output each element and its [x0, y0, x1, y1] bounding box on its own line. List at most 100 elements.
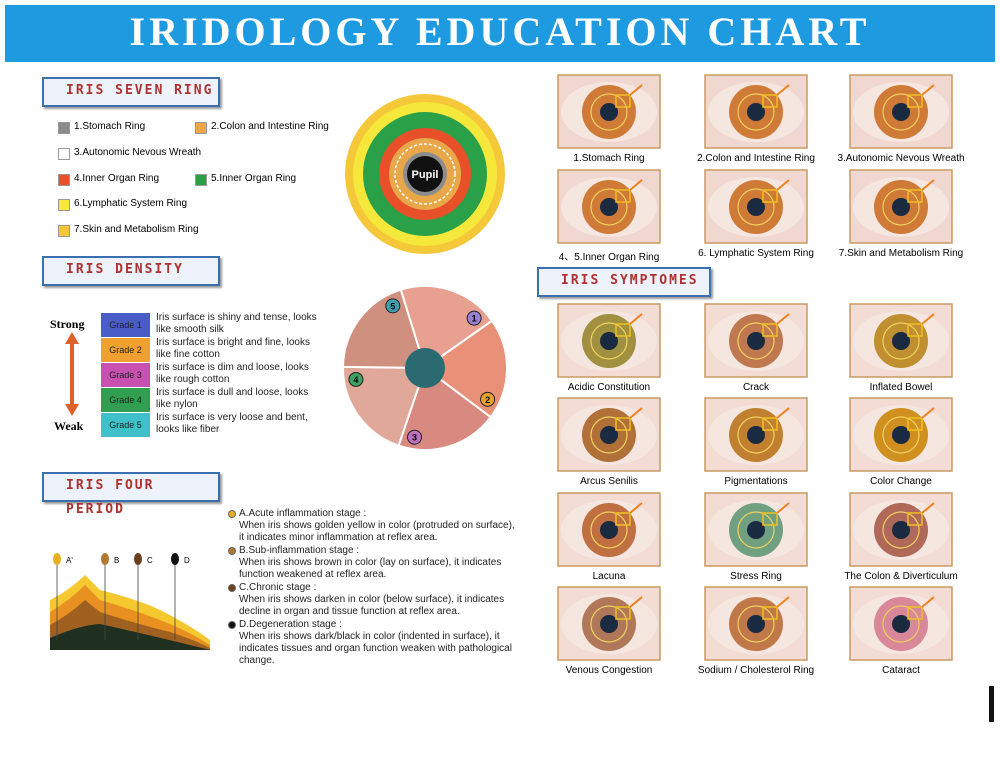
iris-ring: [737, 416, 775, 454]
highlight: [762, 323, 778, 337]
grade-text: Iris surface is bright and fine, looks l…: [156, 337, 310, 360]
highlight: [615, 94, 631, 108]
highlight: [615, 512, 631, 526]
marker-label: B: [114, 556, 119, 565]
symptom-caption: Color Change: [870, 476, 932, 487]
highlight-arrow: [629, 179, 643, 191]
iris-ring: [737, 93, 775, 131]
symptom-caption: Venous Congestion: [565, 665, 653, 676]
legend-swatch: [195, 174, 207, 186]
stage-bullet: [228, 621, 236, 629]
sector-number: 3: [412, 433, 417, 443]
legend-swatch: [195, 122, 207, 134]
grade-text: Iris surface is shiny and tense, looks l…: [156, 312, 317, 335]
pupil: [600, 521, 618, 539]
pupil: [892, 103, 910, 121]
symptom-caption: Acidic Constitution: [567, 382, 651, 393]
pupil: [747, 615, 765, 633]
sector-number: 2: [485, 395, 490, 405]
title: IRIDOLOGY EDUCATION CHART: [129, 9, 871, 54]
legend-swatch: [58, 199, 70, 211]
legend-swatch: [58, 174, 70, 186]
pupil: [600, 332, 618, 350]
ring-caption: 4、5.Inner Organ Ring: [558, 252, 660, 263]
layer: [50, 624, 210, 650]
stage-title: D.Degeneration stage :: [239, 619, 342, 630]
highlight-arrow: [776, 407, 790, 419]
highlight-arrow: [629, 502, 643, 514]
symptom-caption: Cataract: [882, 665, 920, 676]
sector-number: 4: [353, 375, 358, 385]
highlight-arrow: [776, 596, 790, 608]
grade-box: Grade 1: [100, 312, 151, 338]
highlight-arrow: [776, 179, 790, 191]
pupil: [892, 426, 910, 444]
iris-ring: [882, 605, 920, 643]
weak-label: Weak: [54, 419, 84, 433]
stage-bullet: [228, 510, 236, 518]
grade-text: Iris surface is very loose and bent, loo…: [156, 412, 308, 435]
grade-text: Iris surface is dull and loose, looks li…: [156, 387, 309, 410]
stage-text: When iris shows dark/black in color (ind…: [239, 631, 512, 666]
legend-swatch: [58, 148, 70, 160]
highlight-arrow: [921, 179, 935, 191]
pupil: [600, 426, 618, 444]
iris-ring: [737, 322, 775, 360]
legend-label: 5.Inner Organ Ring: [211, 173, 297, 184]
pupil: [892, 521, 910, 539]
highlight: [907, 189, 923, 203]
highlight-arrow: [629, 407, 643, 419]
stage-title: B.Sub-inflammation stage :: [239, 545, 360, 556]
highlight-arrow: [921, 502, 935, 514]
symptom-caption: Sodium / Cholesterol Ring: [697, 665, 815, 676]
highlight: [762, 94, 778, 108]
sector-badge: [385, 298, 401, 314]
grade-box: Grade 2: [100, 337, 151, 363]
pupil: [747, 426, 765, 444]
marker: [134, 553, 142, 565]
iris-ring: [590, 93, 628, 131]
marker-label: D: [184, 556, 190, 565]
density-sector: [399, 285, 494, 370]
iris-ring: [737, 605, 775, 643]
stage-title: C.Chronic stage :: [239, 582, 317, 593]
highlight-arrow: [921, 313, 935, 325]
highlight: [762, 606, 778, 620]
highlight-arrow: [776, 502, 790, 514]
highlight-arrow: [776, 313, 790, 325]
density-center: [405, 348, 445, 388]
iris-ring: [590, 416, 628, 454]
highlight: [762, 417, 778, 431]
sector-number: 1: [472, 314, 477, 324]
ring-caption: 2.Colon and Intestine Ring: [697, 153, 815, 164]
legend-label: 4.Inner Organ Ring: [74, 173, 160, 184]
highlight: [762, 512, 778, 526]
symptom-caption: Inflated Bowel: [869, 382, 933, 393]
section-title: IRIS SYMPTOMES: [537, 267, 711, 297]
legend-label: 7.Skin and Metabolism Ring: [74, 224, 199, 235]
stage-text: When iris shows darken in color (below s…: [239, 594, 505, 617]
ring: [394, 143, 456, 205]
symptom-caption: Arcus Senilis: [580, 476, 638, 487]
strong-label: Strong: [50, 317, 85, 331]
highlight: [907, 323, 923, 337]
highlight: [907, 512, 923, 526]
grade-box: Grade 3: [100, 362, 151, 388]
density-sector: [397, 366, 493, 451]
highlight-arrow: [921, 596, 935, 608]
iris-ring: [590, 188, 628, 226]
symptom-caption: Crack: [742, 382, 770, 393]
iris-ring: [590, 605, 628, 643]
sector-badge: [348, 371, 364, 387]
pupil: [747, 103, 765, 121]
highlight-arrow: [629, 313, 643, 325]
ring-caption: 1.Stomach Ring: [573, 153, 645, 164]
symptom-caption: The Colon & Diverticulum: [844, 571, 958, 582]
pupil: [407, 156, 443, 192]
sector-badge: [466, 310, 482, 326]
ring-caption: 7.Skin and Metabolism Ring: [838, 248, 964, 259]
highlight: [907, 417, 923, 431]
legend-label: 3.Autonomic Nevous Wreath: [74, 147, 202, 158]
section-title: IRIS DENSITY: [42, 256, 220, 286]
symptom-caption: Lacuna: [592, 571, 626, 582]
